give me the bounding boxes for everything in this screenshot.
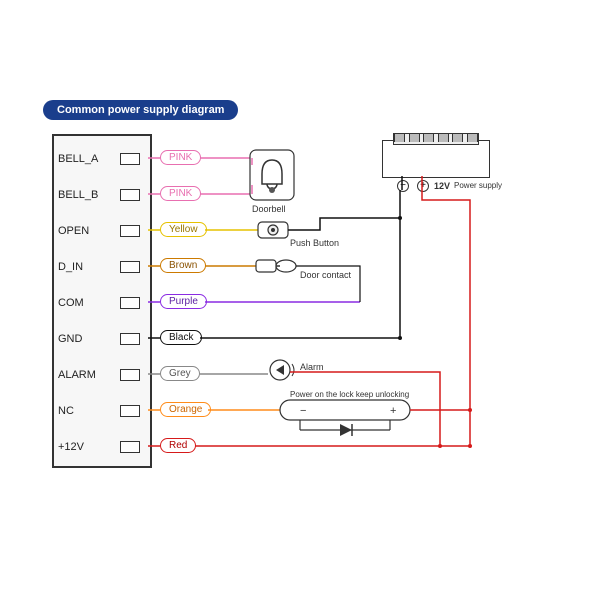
terminal-pin (120, 441, 140, 453)
ps-voltage-label: 12V (434, 181, 450, 191)
wire-pill-brown: Brown (160, 258, 206, 273)
terminal-open: OPEN (52, 220, 140, 242)
terminal-bell-a: BELL_A (52, 148, 140, 170)
doorbell-icon (250, 150, 294, 200)
wire-pill-yellow: Yellow (160, 222, 207, 237)
terminal-pin (120, 333, 140, 345)
terminal-label: BELL_A (52, 153, 118, 165)
alarm-icon (270, 360, 294, 380)
terminal-nc: NC (52, 400, 140, 422)
door-contact-label: Door contact (300, 270, 351, 280)
diode-icon (300, 420, 390, 436)
wire-pill-pink-a: PINK (160, 150, 201, 165)
terminal-com: COM (52, 292, 140, 314)
terminal-bell-b: BELL_B (52, 184, 140, 206)
terminal-label: +12V (52, 441, 118, 453)
terminal-label: OPEN (52, 225, 118, 237)
ps-label: Power supply (454, 181, 502, 190)
terminal-label: GND (52, 333, 118, 345)
terminal-alarm: ALARM (52, 364, 140, 386)
lock-icon: − + (280, 400, 410, 420)
terminal-d-in: D_IN (52, 256, 140, 278)
terminal-label: COM (52, 297, 118, 309)
ps-negative-icon: − (397, 180, 409, 192)
door-contact-icon (256, 260, 296, 272)
power-supply (382, 140, 490, 178)
terminal-label: NC (52, 405, 118, 417)
terminal-label: BELL_B (52, 189, 118, 201)
wire-pill-pink-b: PINK (160, 186, 201, 201)
diagram-title: Common power supply diagram (43, 100, 238, 120)
wire-pill-purple: Purple (160, 294, 207, 309)
push-button-label: Push Button (290, 238, 339, 248)
alarm-label: Alarm (300, 362, 324, 372)
terminal-pin (120, 297, 140, 309)
terminal-pin (120, 225, 140, 237)
terminal-label: D_IN (52, 261, 118, 273)
svg-text:+: + (390, 405, 396, 417)
lock-label: Power on the lock keep unlocking (290, 390, 409, 399)
svg-text:−: − (300, 405, 306, 417)
wire-pill-grey: Grey (160, 366, 200, 381)
terminal-label: ALARM (52, 369, 118, 381)
wire-pill-orange: Orange (160, 402, 211, 417)
terminal-pin (120, 369, 140, 381)
doorbell-label: Doorbell (252, 204, 286, 214)
terminal-pin (120, 189, 140, 201)
wire-pill-black: Black (160, 330, 202, 345)
wire-pill-red: Red (160, 438, 196, 453)
terminal-pin (120, 261, 140, 273)
ps-positive-icon: + (417, 180, 429, 192)
push-button-icon (258, 222, 288, 238)
terminal-gnd: GND (52, 328, 140, 350)
terminal-12v: +12V (52, 436, 140, 458)
terminal-pin (120, 153, 140, 165)
terminal-pin (120, 405, 140, 417)
